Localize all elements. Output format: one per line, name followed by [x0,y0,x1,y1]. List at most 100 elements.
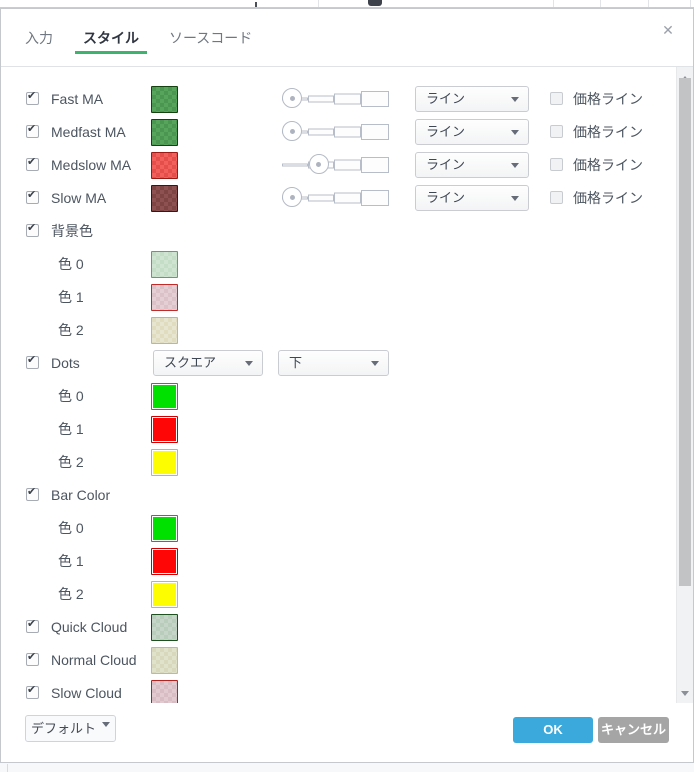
color-swatch[interactable] [151,515,178,542]
chevron-down-icon [245,361,253,370]
color-swatch[interactable] [151,548,178,575]
color-swatch[interactable] [151,449,178,476]
toolbar-separator [318,0,319,7]
visibility-checkbox[interactable]: ✔ [26,156,39,171]
color-swatch[interactable] [151,317,178,344]
visibility-checkbox[interactable]: ✔ [26,90,39,105]
row-label: 色 0 [58,256,84,272]
chevron-down-icon [511,130,519,139]
line-width-slider[interactable] [282,153,389,177]
visibility-checkbox[interactable]: ✔ [26,354,39,369]
row-label: Normal Cloud [51,652,137,668]
line-width-slider[interactable] [282,186,389,210]
line-width-slider[interactable] [282,87,389,111]
row-bg-color-1: 色 1 [1,283,676,311]
color-swatch[interactable] [151,185,178,212]
color-swatch[interactable] [151,647,178,674]
row-medfast-ma: ✔ Medfast MA ライン 価格ライン [1,118,676,146]
row-label: 色 2 [58,322,84,338]
row-label: 背景色 [51,223,93,239]
chevron-down-icon [511,196,519,205]
toolbar-separator [553,0,554,7]
tab-source-code[interactable]: ソースコード [169,30,253,46]
row-label: 色 1 [58,289,84,305]
row-dots-color-0: 色 0 [1,382,676,410]
row-dots: ✔ Dots スクエア 下 [1,349,676,377]
close-icon[interactable]: ✕ [662,22,674,38]
ok-button[interactable]: OK [513,717,593,743]
chevron-down-icon [511,163,519,172]
row-label: Fast MA [51,91,104,107]
row-label: Slow Cloud [51,685,122,701]
line-width-slider[interactable] [282,120,389,144]
slider-thumb[interactable] [282,121,302,141]
chevron-down-icon [371,361,379,370]
visibility-checkbox[interactable]: ✔ [26,618,39,633]
page-background-line [7,764,8,772]
chevron-down-icon [102,722,110,731]
row-label: Slow MA [51,190,107,206]
row-dots-color-2: 色 2 [1,448,676,476]
background-toolbar-strip [0,0,694,8]
tab-style[interactable]: スタイル [75,9,147,67]
price-line-label: 価格ライン [573,157,643,173]
vertical-scrollbar[interactable] [676,67,693,705]
price-line-label: 価格ライン [573,91,643,107]
plot-type-select[interactable]: ライン [415,185,529,211]
price-line-checkbox[interactable] [550,158,563,171]
slider-thumb[interactable] [282,187,302,207]
dialog-body: ✔ Fast MA ライン 価格ライン ✔ Medfast MA [1,67,693,705]
row-label: Bar Color [51,487,111,503]
slider-thumb[interactable] [308,154,329,174]
color-swatch[interactable] [151,680,178,705]
row-label: Medslow MA [51,157,132,173]
toolbar-separator [648,0,649,7]
visibility-checkbox[interactable]: ✔ [26,684,39,699]
row-label: 色 1 [58,421,84,437]
row-slow-cloud: ✔ Slow Cloud [1,679,676,705]
toolbar-separator [600,0,601,7]
row-label: 色 1 [58,553,84,569]
slider-thumb[interactable] [282,88,302,108]
price-line-checkbox[interactable] [550,92,563,105]
plot-type-select[interactable]: ライン [415,152,529,178]
row-label: Quick Cloud [51,619,128,635]
tab-input[interactable]: 入力 [25,30,53,46]
color-swatch[interactable] [151,251,178,278]
row-label: 色 2 [58,454,84,470]
plot-type-select[interactable]: ライン [415,86,529,112]
color-swatch[interactable] [151,119,178,146]
dots-shape-select[interactable]: スクエア [153,350,263,376]
visibility-checkbox[interactable]: ✔ [26,222,39,237]
row-bar-color-2: 色 2 [1,580,676,608]
color-swatch[interactable] [151,383,178,410]
row-quick-cloud: ✔ Quick Cloud [1,613,676,641]
color-swatch[interactable] [151,416,178,443]
defaults-dropdown-button[interactable]: デフォルト [25,715,116,742]
toolbar-icon-fragment [368,0,382,6]
color-swatch[interactable] [151,614,178,641]
plot-type-select[interactable]: ライン [415,119,529,145]
color-swatch[interactable] [151,581,178,608]
settings-list: ✔ Fast MA ライン 価格ライン ✔ Medfast MA [1,67,676,705]
scrollbar-thumb[interactable] [679,78,691,586]
color-swatch[interactable] [151,152,178,179]
color-swatch[interactable] [151,284,178,311]
scroll-down-icon[interactable] [681,691,689,700]
visibility-checkbox[interactable]: ✔ [26,486,39,501]
visibility-checkbox[interactable]: ✔ [26,189,39,204]
active-tab-underline [75,51,147,54]
visibility-checkbox[interactable]: ✔ [26,651,39,666]
row-slow-ma: ✔ Slow MA ライン 価格ライン [1,184,676,212]
color-swatch[interactable] [151,86,178,113]
dialog-footer: デフォルト OK キャンセル [1,703,693,762]
row-medslow-ma: ✔ Medslow MA ライン 価格ライン [1,151,676,179]
visibility-checkbox[interactable]: ✔ [26,123,39,138]
row-bar-color-1: 色 1 [1,547,676,575]
price-line-label: 価格ライン [573,124,643,140]
price-line-checkbox[interactable] [550,191,563,204]
row-dots-color-1: 色 1 [1,415,676,443]
dots-position-select[interactable]: 下 [278,350,389,376]
price-line-checkbox[interactable] [550,125,563,138]
cancel-button[interactable]: キャンセル [598,717,669,743]
